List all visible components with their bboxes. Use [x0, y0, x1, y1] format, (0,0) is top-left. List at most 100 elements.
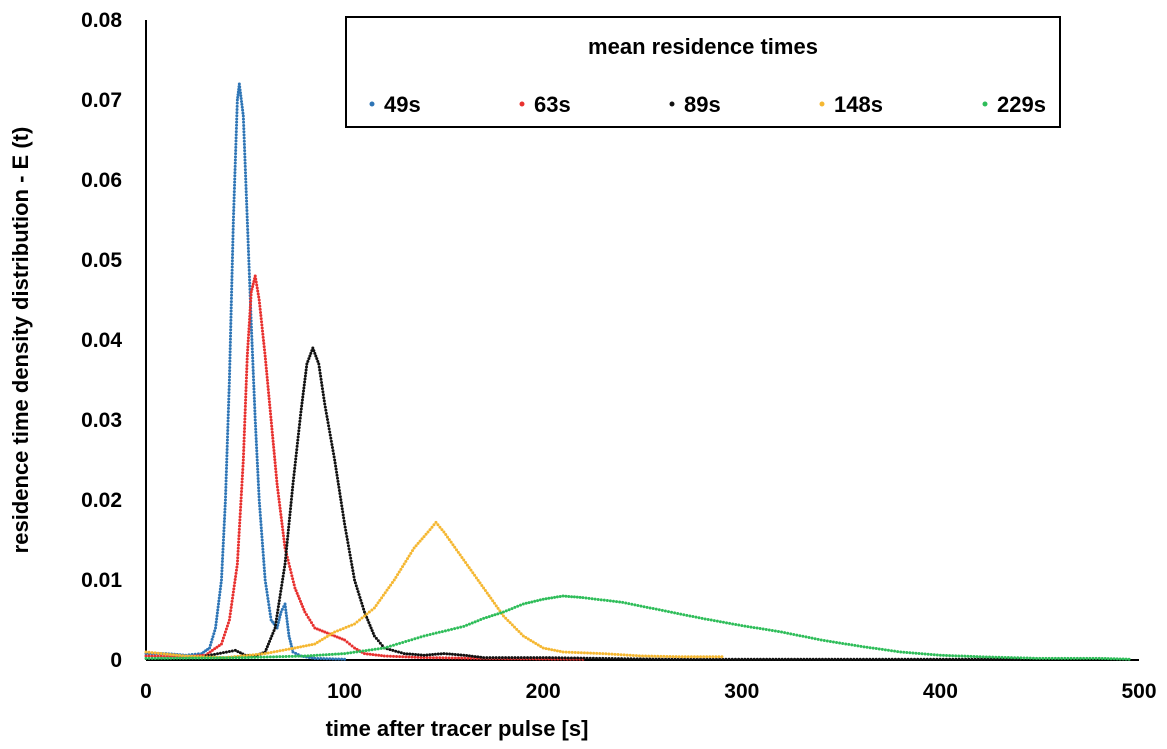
data-point	[351, 569, 355, 573]
data-point	[235, 114, 239, 118]
data-point	[259, 523, 263, 527]
series-89s	[204, 346, 1022, 661]
data-point	[1112, 657, 1116, 661]
data-point	[544, 597, 548, 601]
data-point	[467, 654, 471, 658]
data-point	[214, 623, 218, 627]
data-point	[289, 504, 293, 508]
data-point	[849, 657, 853, 661]
data-point	[353, 646, 357, 650]
data-point	[919, 657, 923, 661]
data-point	[353, 581, 357, 585]
data-point	[194, 656, 198, 660]
data-point	[636, 603, 640, 607]
data-point	[278, 615, 282, 619]
data-point	[296, 594, 300, 598]
data-point	[491, 599, 495, 603]
data-point	[422, 535, 426, 539]
data-point	[222, 633, 226, 637]
data-point	[1060, 656, 1064, 660]
data-point	[231, 221, 235, 225]
data-point	[347, 547, 351, 551]
data-point	[591, 656, 595, 660]
data-point	[585, 656, 589, 660]
data-point	[178, 656, 182, 660]
data-point	[243, 420, 247, 424]
data-point	[746, 657, 750, 661]
data-point	[390, 581, 394, 585]
data-point	[507, 656, 511, 660]
data-point	[544, 656, 548, 660]
data-point	[359, 598, 363, 602]
data-point	[285, 617, 289, 621]
data-point	[246, 237, 250, 241]
data-point	[268, 409, 272, 413]
data-point	[248, 308, 252, 312]
data-point	[230, 271, 234, 275]
data-point	[673, 611, 677, 615]
data-point	[941, 653, 945, 657]
data-point	[238, 85, 242, 89]
data-point	[220, 566, 224, 570]
data-point	[422, 653, 426, 657]
data-point	[233, 177, 237, 181]
data-point	[1103, 657, 1107, 661]
data-point	[810, 636, 814, 640]
data-point	[635, 657, 639, 661]
data-point	[593, 597, 597, 601]
data-point	[260, 326, 264, 330]
data-point	[374, 636, 378, 640]
data-point	[338, 636, 342, 640]
data-point	[227, 384, 231, 388]
data-point	[679, 657, 683, 661]
y-tick-label: 0.02	[81, 489, 122, 512]
data-point	[225, 656, 229, 660]
data-point	[245, 202, 249, 206]
data-point	[960, 657, 964, 661]
data-point	[579, 656, 583, 660]
data-point	[221, 544, 225, 548]
data-point	[239, 499, 243, 503]
data-point	[223, 513, 227, 517]
data-point	[637, 654, 641, 658]
data-point	[291, 479, 295, 483]
data-point	[234, 130, 238, 134]
data-point	[275, 649, 279, 653]
y-tick-label: 0.08	[81, 9, 122, 32]
data-point	[283, 605, 287, 609]
data-point	[450, 652, 454, 656]
data-point	[362, 652, 366, 656]
data-point	[1016, 656, 1020, 660]
data-point	[254, 653, 258, 657]
data-point	[538, 598, 542, 602]
data-point	[291, 580, 295, 584]
data-point	[225, 457, 229, 461]
data-point	[234, 142, 238, 146]
data-point	[244, 193, 248, 197]
data-point	[613, 657, 617, 661]
data-point	[232, 190, 236, 194]
data-point	[354, 584, 358, 588]
data-point	[247, 256, 251, 260]
data-point	[224, 495, 228, 499]
data-point	[447, 538, 451, 542]
data-point	[287, 634, 291, 638]
data-point	[835, 640, 839, 644]
data-point	[281, 528, 285, 532]
data-point	[247, 327, 251, 331]
data-point	[254, 443, 258, 447]
data-point	[247, 268, 251, 272]
data-point	[234, 656, 238, 660]
data-point	[373, 647, 377, 651]
data-point	[412, 546, 416, 550]
data-point	[551, 656, 555, 660]
data-point	[304, 644, 308, 648]
data-point	[1038, 656, 1042, 660]
data-point	[618, 600, 622, 604]
data-point	[224, 470, 228, 474]
data-point	[544, 647, 548, 651]
data-point	[247, 275, 251, 279]
data-point	[954, 657, 958, 661]
data-point	[334, 657, 338, 661]
data-point	[260, 652, 264, 656]
